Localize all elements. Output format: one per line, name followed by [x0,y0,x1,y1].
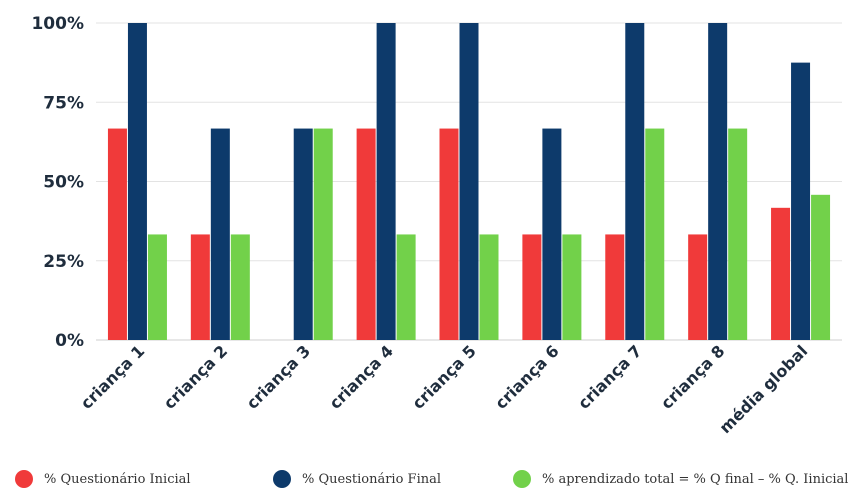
bar-series-2 [542,128,562,340]
bar-series-1 [356,128,376,340]
y-tick-label: 100% [31,14,84,34]
x-tick-label: criança 4 [325,341,396,412]
x-axis: criança 1 criança 2 criança 3 criança 4 cria… [77,341,812,437]
bar-series-1 [439,128,459,340]
x-tick-label: criança 1 [77,341,148,412]
y-tick-label: 25% [43,252,84,272]
bar-series-3 [562,234,582,340]
x-tick-label: criança 2 [160,341,231,412]
x-tick-label: criança 3 [243,341,314,412]
legend: % Questionário Inicial % Questionário Fin… [15,470,848,488]
legend-marker [513,470,531,488]
bar-series-1 [605,234,625,340]
bar-series-2 [127,23,147,340]
bar-series-3 [645,128,665,340]
legend-marker [15,470,33,488]
legend-label: % Questionário Final [302,472,441,487]
y-tick-label: 75% [43,93,84,113]
bar-series-3 [396,234,416,340]
bar-series-3 [811,194,831,340]
x-tick-label: criança 5 [408,341,479,412]
bar-series-3 [728,128,748,340]
legend-marker [273,470,291,488]
x-tick-label: média global [716,341,812,437]
bar-series-2 [293,128,313,340]
legend-label: % aprendizado total = % Q final – % Q. I… [542,472,848,487]
bar-series-2 [708,23,728,340]
bar-series-3 [479,234,499,340]
bar-series-1 [522,234,542,340]
bar-series-2 [791,62,811,340]
x-tick-label: criança 6 [491,341,562,412]
bar-series-3 [230,234,250,340]
bar-series-3 [147,234,167,340]
bar-series-1 [771,207,791,340]
bar-series-2 [625,23,645,340]
x-tick-label: criança 7 [574,341,645,412]
bar-series-1 [190,234,210,340]
bar-series-1 [688,234,708,340]
bar-series-2 [210,128,230,340]
bar-series-3 [313,128,333,340]
bars [107,23,831,340]
y-tick-label: 50% [43,173,84,193]
bar-series-2 [459,23,479,340]
legend-label: % Questionário Inicial [44,472,191,487]
y-tick-label: 0% [55,331,84,351]
y-axis: 0% 25% 50% 75% 100% [31,14,84,351]
x-tick-label: criança 8 [657,341,728,412]
bar-series-2 [376,23,396,340]
bar-series-1 [107,128,127,340]
